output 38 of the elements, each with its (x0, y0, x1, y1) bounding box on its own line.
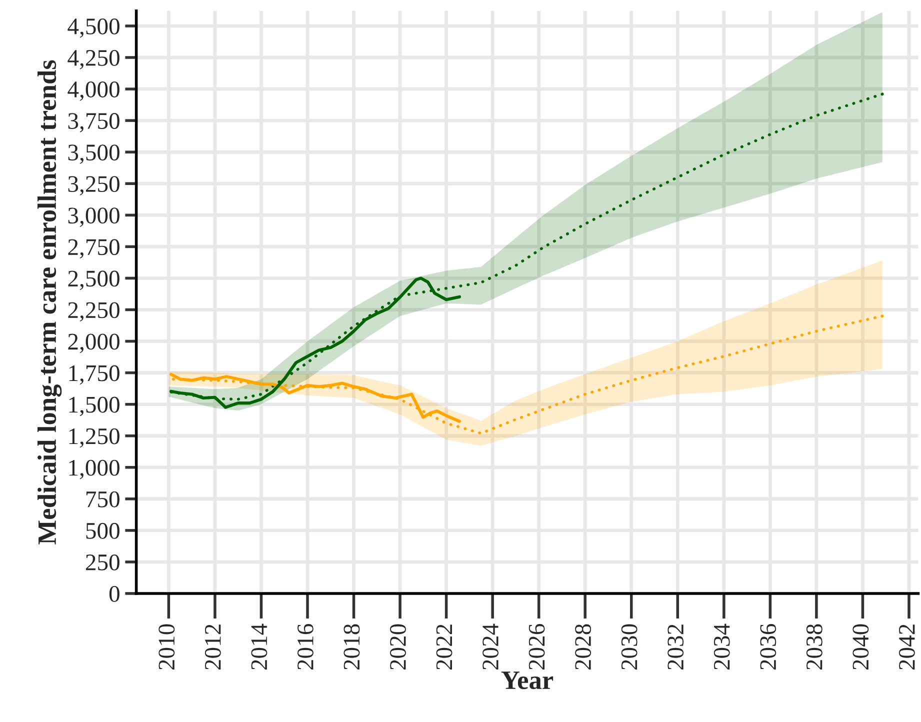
x-tick-label: 2032 (668, 624, 684, 670)
x-tick-label: 2024 (482, 624, 498, 670)
y-tick-label: 0 (109, 586, 120, 602)
y-tick-label: 1,500 (69, 396, 120, 416)
x-tick-label: 2010 (158, 624, 175, 670)
y-tick-label: 3,000 (68, 208, 120, 227)
y-tick-label: 2,500 (68, 270, 120, 290)
x-tick-label: 2022 (436, 624, 452, 670)
y-tick-label: 750 (86, 491, 120, 508)
x-tick-label: 2036 (760, 624, 776, 670)
x-tick-label: 2030 (621, 624, 638, 670)
y-tick-label: 4,500 (68, 18, 120, 38)
x-tick-label: 2016 (297, 624, 314, 670)
y-tick-label: 1,000 (69, 460, 120, 480)
y-tick-label: 3,250 (68, 176, 120, 196)
x-tick-label: 2014 (251, 624, 268, 670)
y-tick-label: 1,250 (69, 428, 120, 448)
x-tick-label: 2018 (344, 624, 360, 670)
x-tick-label: 2042 (898, 624, 915, 670)
y-tick-label: 500 (86, 522, 120, 539)
y-tick-label: 1,750 (69, 365, 120, 385)
y-tick-label: 3,500 (68, 144, 120, 164)
y-tick-label: 2,250 (68, 302, 120, 322)
y-tick-label: 250 (86, 554, 120, 570)
y-tick-label: 3,750 (68, 113, 120, 132)
x-tick-label: 2026 (528, 624, 545, 670)
x-tick-label: 2012 (204, 624, 221, 670)
x-axis-title: Year (501, 672, 554, 690)
x-tick-label: 2038 (806, 624, 822, 670)
y-axis-title: Medicaid long-term care enrollment trends (38, 60, 62, 544)
x-tick-label: 2028 (575, 624, 592, 670)
y-tick-label: 4,250 (68, 50, 120, 70)
y-tick-label: 2,750 (68, 239, 120, 258)
y-tick-label: 4,000 (68, 82, 120, 101)
x-tick-label: 2034 (714, 624, 730, 670)
x-tick-label: 2020 (390, 624, 406, 670)
y-tick-label: 2,000 (68, 334, 120, 354)
x-tick-label: 2040 (852, 624, 869, 670)
